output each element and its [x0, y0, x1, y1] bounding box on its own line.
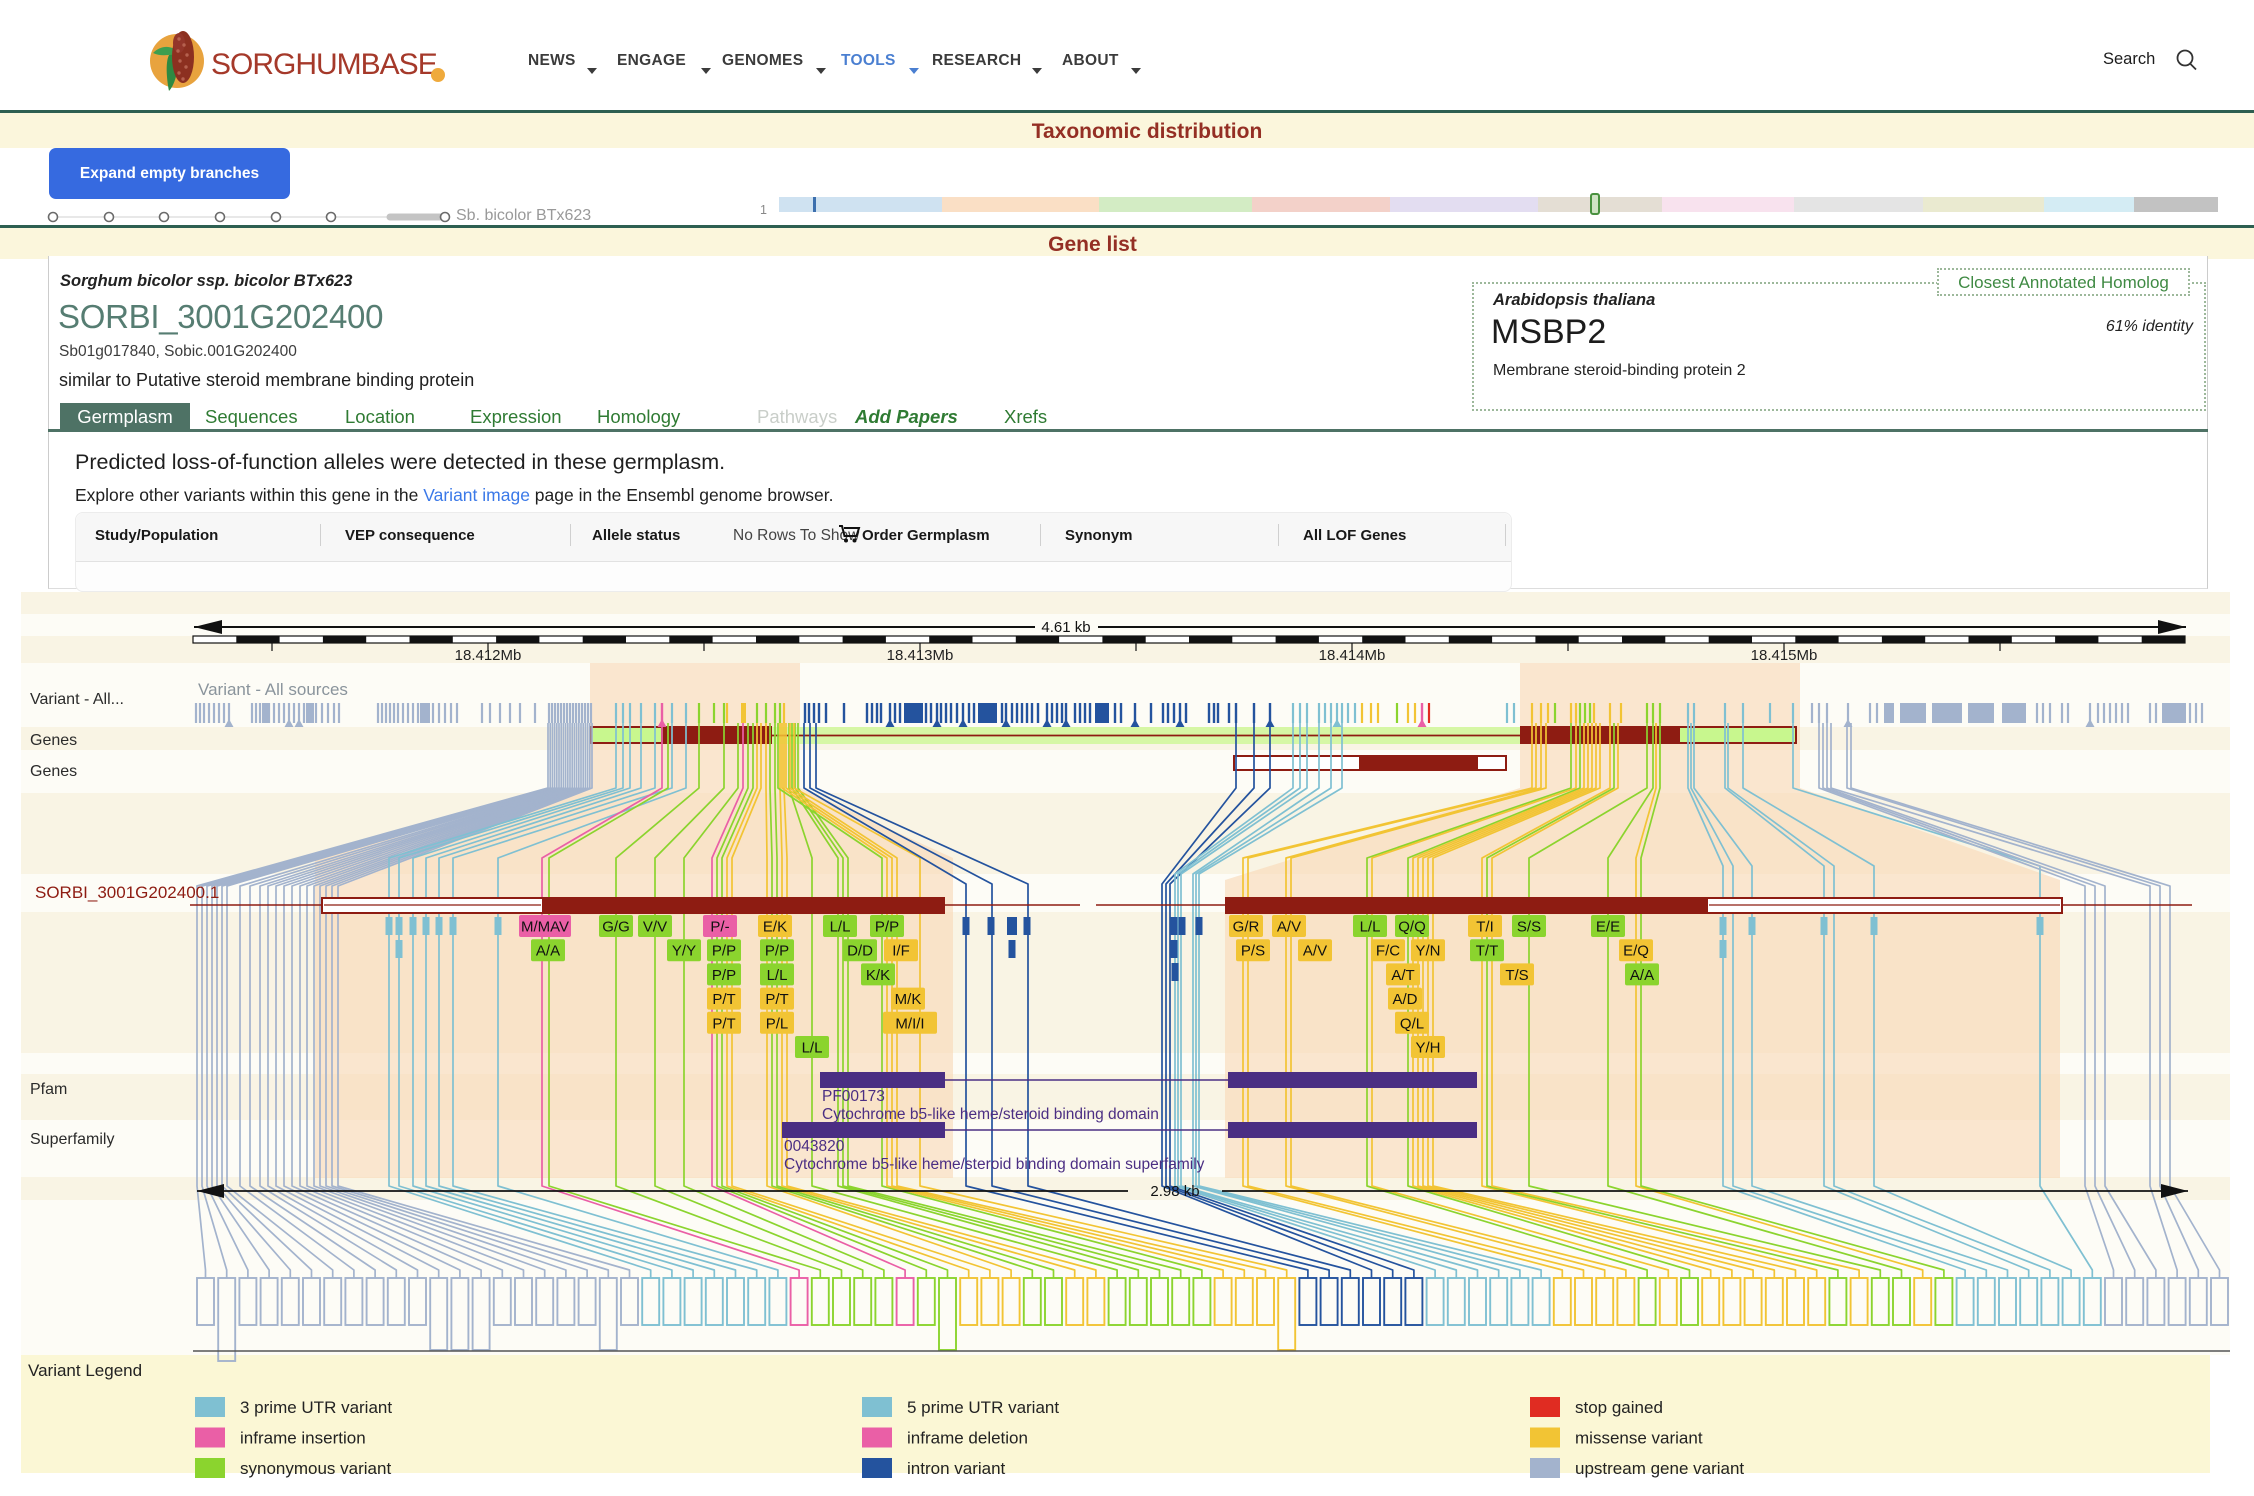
svg-text:P/P: P/P: [765, 943, 789, 960]
svg-text:A/V: A/V: [1303, 943, 1327, 960]
svg-text:Genes: Genes: [30, 732, 77, 749]
svg-text:A/T: A/T: [1391, 967, 1414, 984]
svg-text:K/K: K/K: [866, 967, 890, 984]
svg-text:18.412Mb: 18.412Mb: [455, 647, 522, 664]
svg-text:G/G: G/G: [602, 919, 630, 936]
svg-text:Genes: Genes: [30, 763, 77, 780]
svg-text:M/K: M/K: [895, 991, 922, 1008]
svg-text:inframe deletion: inframe deletion: [907, 1429, 1028, 1448]
svg-text:E/Q: E/Q: [1623, 943, 1649, 960]
svg-text:4.61 kb: 4.61 kb: [1041, 619, 1090, 636]
svg-text:PF00173: PF00173: [822, 1088, 885, 1105]
svg-text:missense variant: missense variant: [1575, 1429, 1703, 1448]
svg-text:P/T: P/T: [765, 991, 788, 1008]
svg-text:18.414Mb: 18.414Mb: [1319, 647, 1386, 664]
svg-text:Cytochrome b5-like heme/steroi: Cytochrome b5-like heme/steroid binding …: [784, 1156, 1205, 1173]
svg-text:2.98 kb: 2.98 kb: [1150, 1183, 1199, 1200]
svg-text:inframe insertion: inframe insertion: [240, 1429, 366, 1448]
svg-text:Variant - All...: Variant - All...: [30, 691, 124, 708]
svg-text:5 prime UTR variant: 5 prime UTR variant: [907, 1398, 1059, 1417]
svg-text:T/T: T/T: [1476, 943, 1499, 960]
svg-text:18.415Mb: 18.415Mb: [1751, 647, 1818, 664]
svg-text:P/T: P/T: [712, 1015, 735, 1032]
svg-text:E/E: E/E: [1596, 919, 1620, 936]
svg-text:Variant - All sources: Variant - All sources: [198, 680, 348, 699]
svg-text:P/P: P/P: [875, 919, 899, 936]
svg-text:Superfamily: Superfamily: [30, 1131, 114, 1148]
svg-text:A/A: A/A: [536, 943, 560, 960]
svg-text:0043820: 0043820: [784, 1138, 845, 1155]
svg-text:E/K: E/K: [763, 919, 787, 936]
svg-text:I/F: I/F: [892, 943, 910, 960]
svg-text:Y/H: Y/H: [1415, 1040, 1440, 1057]
svg-text:Q/Q: Q/Q: [1398, 919, 1426, 936]
svg-text:18.413Mb: 18.413Mb: [887, 647, 954, 664]
svg-text:Pfam: Pfam: [30, 1081, 67, 1098]
svg-text:T/S: T/S: [1505, 967, 1528, 984]
svg-text:intron variant: intron variant: [907, 1459, 1006, 1478]
svg-text:Q/L: Q/L: [1400, 1015, 1424, 1032]
svg-text:G/R: G/R: [1233, 919, 1260, 936]
svg-text:synonymous variant: synonymous variant: [240, 1459, 391, 1478]
svg-text:D/D: D/D: [847, 943, 873, 960]
svg-text:L/L: L/L: [830, 919, 851, 936]
svg-text:SORBI_3001G202400.1: SORBI_3001G202400.1: [35, 883, 219, 902]
svg-text:SORGHUMBASE: SORGHUMBASE: [211, 48, 437, 81]
svg-text:P/S: P/S: [1241, 943, 1265, 960]
svg-text:3 prime UTR variant: 3 prime UTR variant: [240, 1398, 392, 1417]
svg-text:P/L: P/L: [766, 1015, 789, 1032]
svg-text:A/A: A/A: [1630, 967, 1654, 984]
svg-text:M/I/I: M/I/I: [895, 1015, 924, 1032]
svg-text:stop gained: stop gained: [1575, 1398, 1663, 1417]
svg-text:L/L: L/L: [1360, 919, 1381, 936]
svg-text:Variant Legend: Variant Legend: [28, 1361, 142, 1380]
svg-text:Cytochrome b5-like heme/steroi: Cytochrome b5-like heme/steroid binding …: [822, 1106, 1159, 1123]
svg-text:L/L: L/L: [802, 1040, 823, 1057]
svg-text:P/-: P/-: [710, 919, 729, 936]
svg-text:V/V: V/V: [643, 919, 667, 936]
svg-text:T/I: T/I: [1476, 919, 1494, 936]
svg-text:upstream gene variant: upstream gene variant: [1575, 1459, 1744, 1478]
svg-text:P/P: P/P: [712, 943, 736, 960]
svg-text:Y/N: Y/N: [1415, 943, 1440, 960]
svg-text:A/V: A/V: [1277, 919, 1301, 936]
svg-text:Y/Y: Y/Y: [672, 943, 696, 960]
svg-text:P/P: P/P: [712, 967, 736, 984]
svg-text:M/MAV: M/MAV: [521, 919, 569, 936]
svg-text:P/T: P/T: [712, 991, 735, 1008]
svg-text:A/D: A/D: [1392, 991, 1417, 1008]
svg-text:S/S: S/S: [1517, 919, 1541, 936]
svg-text:F/C: F/C: [1376, 943, 1400, 960]
svg-text:L/L: L/L: [767, 967, 788, 984]
